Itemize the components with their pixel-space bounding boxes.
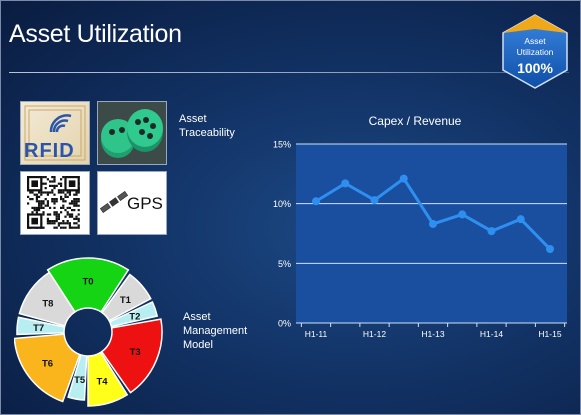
badge-value: 100% [517, 60, 553, 76]
amm-label-line1: Asset [183, 311, 211, 323]
wheel-label-t3: T3 [130, 347, 141, 358]
wheel-label-t4: T4 [97, 377, 109, 388]
rfid-text: RFID [24, 140, 75, 162]
rfid-image: RFID [20, 101, 90, 165]
gps-image: GPS [97, 171, 167, 235]
wheel-label-t8: T8 [42, 298, 53, 309]
traceability-label-line2: Traceability [179, 127, 235, 139]
x-tick-label: H1-11 [305, 329, 328, 339]
data-point [546, 245, 554, 254]
data-point [370, 196, 379, 205]
wheel-label-t5: T5 [74, 375, 86, 386]
data-point [312, 197, 320, 206]
wheel-segment-t1 [101, 273, 152, 322]
wheel-label-t0: T0 [82, 277, 93, 288]
amm-label-line3: Model [183, 339, 213, 351]
data-point [341, 179, 350, 188]
plot-area [296, 144, 567, 323]
wheel-segment-t2 [108, 300, 159, 328]
data-point [487, 227, 496, 236]
asset-management-wheel: T0 T1 T2 T3 T4 T5 T6 T7 T8 [14, 257, 163, 407]
data-point [399, 174, 408, 183]
traceability-label-line1: Asset [179, 113, 207, 125]
qr-code-image [20, 171, 90, 235]
wheel-segment-t4 [87, 351, 129, 407]
satellite-icon [99, 191, 129, 213]
tag-photo-image [97, 101, 167, 165]
x-tick-label: H1-15 [538, 329, 561, 339]
hexagon-badge-icon [502, 14, 568, 89]
wheel-label-t7: T7 [33, 323, 44, 334]
amm-label-line2: Management [183, 325, 248, 337]
y-tick-label: 10% [273, 199, 291, 209]
wheel-segment-t8 [18, 271, 76, 327]
wheel-segment-t7 [16, 316, 66, 336]
qr-code-icon [27, 176, 80, 229]
data-point [429, 219, 437, 228]
wheel-label-t2: T2 [129, 311, 140, 322]
badge-line-1: Asset [524, 36, 546, 46]
traceability-label: Asset Traceability [179, 112, 249, 140]
rfid-wave-icon [24, 105, 86, 161]
wheel-label-t1: T1 [120, 295, 132, 306]
y-tick-label: 0% [278, 319, 291, 329]
wheel-segment-t6 [14, 333, 81, 403]
x-tick-label: H1-12 [363, 329, 386, 339]
management-model-label: Asset Management Model [183, 310, 263, 352]
badge-line-2: Utilization [516, 47, 554, 57]
wheel-segment-t0 [46, 257, 130, 313]
wheel-segment-t5 [67, 354, 88, 401]
x-tick-label: H1-14 [480, 329, 503, 339]
wheel-segment-t3 [100, 318, 163, 394]
slide-title: Asset Utilization [9, 20, 182, 48]
wheel-label-t6: T6 [42, 359, 53, 370]
gps-text: GPS [127, 194, 163, 213]
chart-title: Capex / Revenue [368, 114, 462, 128]
data-point [458, 210, 467, 219]
data-point [516, 215, 525, 224]
tag-photo-graphic [98, 102, 166, 164]
y-tick-label: 5% [278, 259, 291, 269]
y-tick-label: 15% [273, 140, 291, 150]
title-divider [9, 72, 569, 73]
asset-utilization-badge: Asset Utilization 100% [500, 13, 570, 90]
x-tick-label: H1-13 [421, 329, 444, 339]
